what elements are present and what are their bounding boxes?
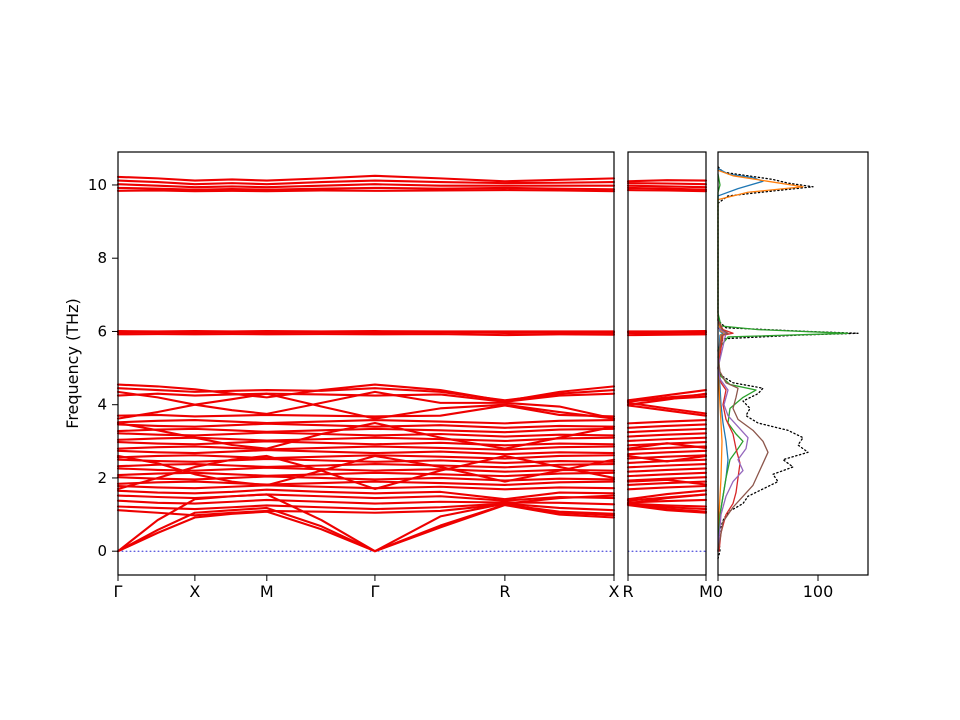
phonon-band xyxy=(626,179,708,183)
phonon-band xyxy=(626,503,708,513)
phonon-band xyxy=(116,457,616,464)
partial-dos-green-curve xyxy=(717,173,849,552)
y-tick-label: 4 xyxy=(97,396,107,414)
phonon-band xyxy=(116,390,616,420)
y-tick-label: 8 xyxy=(97,249,107,267)
phonon-band xyxy=(626,502,708,508)
phonon-band xyxy=(116,421,616,450)
phonon-band xyxy=(626,423,708,429)
phonon-band xyxy=(116,431,616,438)
phonon-band xyxy=(116,186,616,191)
kpoint-label: M xyxy=(260,582,274,601)
phonon-band xyxy=(116,445,616,451)
phonon-band xyxy=(116,503,616,517)
axes-box xyxy=(627,151,707,576)
phonon-band xyxy=(116,422,616,429)
phonon-band xyxy=(626,454,708,463)
phonon-band xyxy=(626,393,708,403)
phonon-band xyxy=(116,480,616,486)
phonon-band xyxy=(116,183,616,189)
phonon-band xyxy=(626,182,708,186)
y-tick-label: 2 xyxy=(97,469,107,487)
y-tick-label: 0 xyxy=(97,542,107,560)
phonon-band xyxy=(626,427,708,434)
phonon-band xyxy=(626,189,708,193)
phonon-band xyxy=(116,436,616,443)
phonon-band xyxy=(626,498,708,504)
phonon-band xyxy=(626,489,708,501)
y-tick-label: 10 xyxy=(88,176,107,194)
partial-dos-brown-curve xyxy=(717,319,769,552)
phonon-band xyxy=(116,449,616,456)
phonon-band xyxy=(626,467,708,473)
phonon-band xyxy=(116,493,616,502)
phonon-band xyxy=(626,462,708,469)
partial-dos-blue-curve xyxy=(717,167,764,552)
phonon-band xyxy=(116,174,616,183)
phonon-band xyxy=(116,498,616,506)
phonon-band xyxy=(116,387,616,402)
phonon-band xyxy=(116,502,616,512)
axes-box xyxy=(717,151,869,576)
phonon-band xyxy=(116,475,616,482)
kpoint-label: Γ xyxy=(114,582,123,601)
kpoint-label: X xyxy=(609,582,620,601)
y-tick-label: 6 xyxy=(97,322,107,340)
phonon-band xyxy=(626,449,708,456)
axes-box xyxy=(117,151,615,576)
kpoint-label: R xyxy=(499,582,510,601)
partial-dos-orange-curve xyxy=(717,169,804,552)
phonon-band xyxy=(626,442,708,450)
phonon-band xyxy=(116,332,616,337)
kpoint-label: Γ xyxy=(370,582,379,601)
kpoint-label: R xyxy=(622,582,633,601)
phonon-band xyxy=(116,462,616,469)
phonon-band xyxy=(116,189,616,193)
panel-dos: 0 100 xyxy=(713,151,869,601)
phonon-band xyxy=(116,488,616,501)
phonon-band xyxy=(626,404,708,417)
phonon-band xyxy=(116,392,616,403)
y-axis-label: Frequency (THz) xyxy=(63,298,82,428)
phonon-band xyxy=(626,419,708,425)
dos-tick-label: 0 xyxy=(713,582,723,601)
phonon-band xyxy=(116,503,616,553)
phonon-band xyxy=(626,184,708,189)
phonon-band xyxy=(626,493,708,502)
phonon-band xyxy=(116,427,616,434)
phonon-band xyxy=(626,432,708,438)
phonon-band xyxy=(626,436,708,443)
phonon-band xyxy=(626,476,708,482)
phonon-band xyxy=(116,471,616,478)
phonon-band xyxy=(116,454,616,460)
phonon-band xyxy=(626,333,708,337)
phonon-band xyxy=(626,484,708,491)
kpoint-label: M xyxy=(699,582,713,601)
phonon-band xyxy=(116,419,616,425)
phonon-band xyxy=(116,392,616,420)
phonon-band xyxy=(626,388,708,402)
phonon-band xyxy=(116,484,616,491)
phonon-band xyxy=(116,179,616,186)
partial-dos-purple-curve xyxy=(717,327,749,552)
phonon-band xyxy=(116,454,616,487)
panel-bands-main: Γ X M Γ R X 0 2 4 6 8 10 Frequency (THz) xyxy=(63,151,620,601)
phonon-band xyxy=(626,478,708,486)
phonon-band xyxy=(626,471,708,478)
kpoint-label: X xyxy=(189,582,200,601)
phonon-band xyxy=(626,186,708,191)
dos-tick-label: 100 xyxy=(803,582,834,601)
phonon-band xyxy=(626,401,708,415)
phonon-band xyxy=(116,404,616,418)
